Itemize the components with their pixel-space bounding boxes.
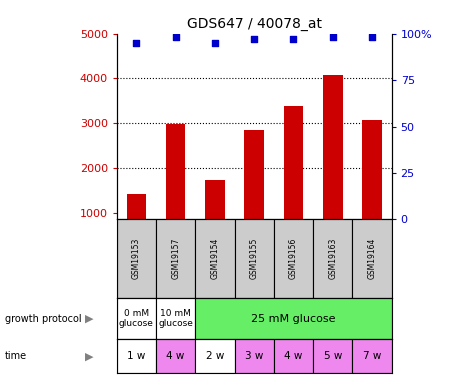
Text: GSM19156: GSM19156 (289, 238, 298, 279)
Point (329, 34, 336, 40)
Bar (195, 339, 234, 373)
Text: 5 w: 5 w (323, 351, 342, 361)
Point (368, 34, 376, 40)
Text: 7 w: 7 w (363, 351, 381, 361)
Text: 0 mM
glucose: 0 mM glucose (119, 309, 154, 328)
Bar (117, 298, 156, 339)
Text: ▶: ▶ (85, 351, 93, 361)
Bar (284, 106, 303, 219)
Text: growth protocol: growth protocol (5, 314, 81, 324)
Text: GSM19154: GSM19154 (210, 238, 219, 279)
Text: GSM19164: GSM19164 (367, 238, 376, 279)
Text: 1 w: 1 w (127, 351, 146, 361)
Text: GSM19153: GSM19153 (132, 238, 141, 279)
Point (133, 40, 140, 46)
Bar (352, 219, 392, 298)
Text: GSM19155: GSM19155 (250, 238, 259, 279)
Bar (156, 298, 195, 339)
Bar (126, 194, 146, 219)
Text: ▶: ▶ (85, 314, 93, 324)
Bar (195, 298, 392, 339)
Bar (234, 339, 274, 373)
Bar (234, 219, 274, 298)
Text: GSM19163: GSM19163 (328, 238, 337, 279)
Point (172, 34, 180, 40)
Text: 25 mM glucose: 25 mM glucose (251, 314, 336, 324)
Title: GDS647 / 40078_at: GDS647 / 40078_at (187, 17, 322, 32)
Bar (274, 219, 313, 298)
Text: GSM19157: GSM19157 (171, 238, 180, 279)
Bar (156, 219, 195, 298)
Text: 2 w: 2 w (206, 351, 224, 361)
Text: 10 mM
glucose: 10 mM glucose (158, 309, 193, 328)
Bar (166, 124, 185, 219)
Bar (195, 219, 234, 298)
Bar (117, 219, 156, 298)
Point (290, 36, 297, 42)
Bar (362, 120, 382, 219)
Bar (245, 130, 264, 219)
Bar (352, 339, 392, 373)
Bar (313, 219, 352, 298)
Text: time: time (5, 351, 27, 361)
Bar (117, 339, 156, 373)
Bar (205, 180, 225, 219)
Text: 4 w: 4 w (167, 351, 185, 361)
Bar (313, 339, 352, 373)
Point (251, 36, 258, 42)
Point (211, 40, 218, 46)
Bar (274, 339, 313, 373)
Text: 3 w: 3 w (245, 351, 263, 361)
Bar (156, 339, 195, 373)
Bar (323, 75, 343, 219)
Text: 4 w: 4 w (284, 351, 303, 361)
